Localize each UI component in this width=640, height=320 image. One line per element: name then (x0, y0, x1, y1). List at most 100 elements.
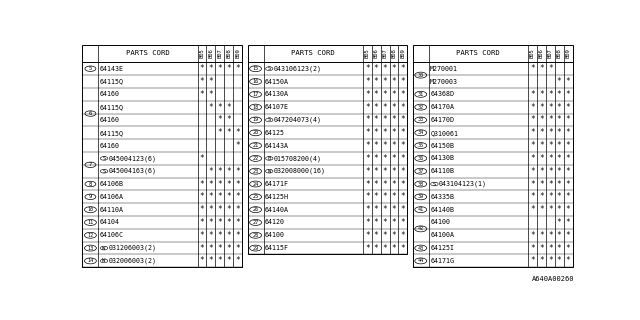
Text: *: * (566, 192, 570, 201)
Text: *: * (200, 244, 204, 252)
Text: *: * (401, 231, 405, 240)
Text: *: * (236, 141, 240, 150)
Text: *: * (227, 180, 231, 188)
Text: *: * (548, 205, 552, 214)
Text: M270001: M270001 (430, 66, 458, 72)
Text: *: * (392, 180, 396, 188)
Text: *: * (227, 205, 231, 214)
Text: B: B (268, 156, 271, 161)
Bar (248, 44, 408, 254)
Text: *: * (374, 141, 378, 150)
Text: 032006003(2): 032006003(2) (109, 258, 157, 264)
Text: *: * (365, 141, 369, 150)
Text: *: * (365, 64, 369, 73)
Text: 045004163(6): 045004163(6) (109, 168, 157, 174)
Text: *: * (392, 90, 396, 99)
Text: *: * (209, 205, 213, 214)
Text: 41: 41 (418, 207, 424, 212)
Text: *: * (218, 128, 222, 137)
Text: B05: B05 (200, 49, 205, 58)
Text: S: S (433, 181, 436, 187)
Text: B09: B09 (236, 49, 240, 58)
Text: *: * (374, 128, 378, 137)
Text: *: * (530, 205, 534, 214)
Text: 64130B: 64130B (430, 156, 454, 161)
Text: *: * (200, 192, 204, 201)
Text: *: * (374, 192, 378, 201)
Text: *: * (365, 154, 369, 163)
Text: 36: 36 (418, 156, 424, 161)
Text: 64140B: 64140B (430, 207, 454, 213)
Text: *: * (200, 218, 204, 227)
Text: *: * (392, 244, 396, 252)
Text: *: * (374, 244, 378, 252)
Text: *: * (548, 244, 552, 252)
Text: 64171G: 64171G (430, 258, 454, 264)
Text: *: * (539, 154, 543, 163)
Text: *: * (539, 167, 543, 176)
Text: *: * (227, 244, 231, 252)
Text: *: * (548, 167, 552, 176)
Text: *: * (383, 218, 387, 227)
Text: 10: 10 (87, 207, 93, 212)
Text: *: * (539, 244, 543, 252)
Text: *: * (200, 180, 204, 188)
Text: *: * (209, 167, 213, 176)
Text: *: * (401, 64, 405, 73)
Text: *: * (227, 192, 231, 201)
Text: B06: B06 (374, 49, 379, 58)
Text: 30: 30 (418, 73, 424, 78)
Text: 31: 31 (418, 92, 424, 97)
Text: *: * (374, 218, 378, 227)
Text: *: * (401, 77, 405, 86)
Text: *: * (383, 192, 387, 201)
Text: 64170D: 64170D (430, 117, 454, 123)
Text: *: * (548, 180, 552, 188)
Text: *: * (392, 103, 396, 112)
Text: *: * (557, 205, 561, 214)
Text: *: * (401, 90, 405, 99)
Text: *: * (566, 103, 570, 112)
Text: *: * (530, 154, 534, 163)
Text: 64150A: 64150A (265, 78, 289, 84)
Text: *: * (218, 167, 222, 176)
Text: *: * (530, 192, 534, 201)
Text: S: S (268, 66, 271, 71)
Text: W: W (268, 169, 271, 174)
Text: 64160: 64160 (100, 91, 120, 97)
Text: 64368D: 64368D (430, 91, 454, 97)
Text: *: * (566, 128, 570, 137)
Text: *: * (383, 128, 387, 137)
Text: *: * (401, 192, 405, 201)
Text: 15: 15 (252, 66, 259, 71)
Text: 047204073(4): 047204073(4) (274, 117, 322, 123)
Text: B08: B08 (557, 49, 562, 58)
Text: 64160: 64160 (100, 143, 120, 148)
Text: 9: 9 (89, 194, 92, 199)
Text: *: * (374, 154, 378, 163)
Text: *: * (539, 103, 543, 112)
Text: *: * (539, 205, 543, 214)
Text: S: S (268, 117, 271, 123)
Text: *: * (557, 192, 561, 201)
Text: *: * (530, 141, 534, 150)
Text: *: * (227, 116, 231, 124)
Text: 64100: 64100 (430, 220, 450, 226)
Text: 26: 26 (252, 207, 259, 212)
Text: *: * (383, 167, 387, 176)
Text: *: * (365, 77, 369, 86)
Text: *: * (566, 244, 570, 252)
Text: *: * (539, 90, 543, 99)
Text: *: * (209, 103, 213, 112)
Text: *: * (227, 103, 231, 112)
Text: PARTS CORD: PARTS CORD (291, 51, 335, 56)
Text: *: * (365, 218, 369, 227)
Text: *: * (530, 231, 534, 240)
Text: *: * (218, 205, 222, 214)
Text: *: * (566, 141, 570, 150)
Text: *: * (566, 77, 570, 86)
Text: *: * (548, 64, 552, 73)
Text: 44: 44 (418, 258, 424, 263)
Text: *: * (218, 116, 222, 124)
Text: *: * (383, 103, 387, 112)
